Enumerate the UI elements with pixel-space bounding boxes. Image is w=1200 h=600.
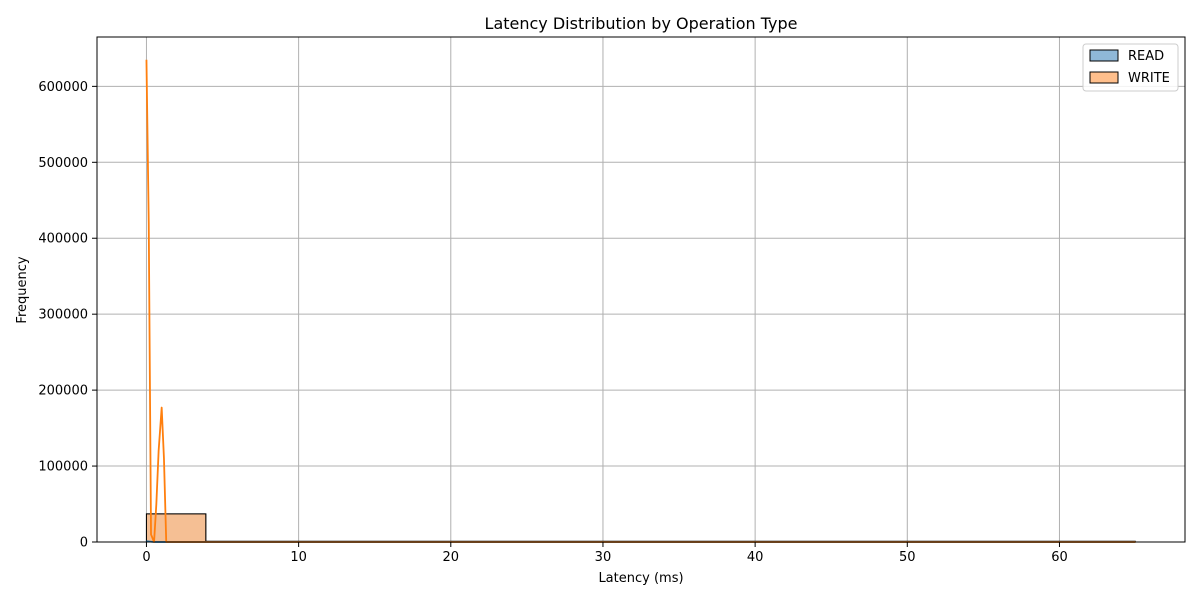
legend-swatch-read: [1089, 49, 1119, 62]
x-tick-label: 10: [290, 550, 307, 565]
y-tick-label: 600000: [38, 80, 88, 95]
y-tick-label: 200000: [38, 384, 88, 399]
y-axis-ticks: 0 100000 200000 300000 400000 500000 600000: [38, 80, 97, 551]
x-tick-label: 40: [747, 550, 764, 565]
y-tick-label: 100000: [38, 460, 88, 475]
x-tick-label: 50: [899, 550, 916, 565]
chart-title: Latency Distribution by Operation Type: [485, 14, 798, 33]
x-tick-label: 0: [142, 550, 150, 565]
legend-label-write: WRITE: [1128, 71, 1170, 86]
legend-label-read: READ: [1128, 49, 1164, 64]
histogram-bars: [145, 513, 1136, 543]
kde-lines: [145, 59, 1136, 543]
y-tick-label: 300000: [38, 308, 88, 323]
kde-line-write: [145, 59, 1136, 543]
x-axis-ticks: 0 10 20 30 40 50 60: [142, 542, 1068, 565]
x-axis-label: Latency (ms): [598, 571, 683, 586]
legend: READ WRITE: [1082, 43, 1179, 92]
y-tick-label: 400000: [38, 232, 88, 247]
plot-frame: [96, 36, 1186, 543]
x-tick-label: 20: [443, 550, 460, 565]
grid-lines: [97, 37, 1185, 543]
legend-swatch-write: [1089, 71, 1119, 84]
y-tick-label: 500000: [38, 156, 88, 171]
y-axis-label: Frequency: [15, 256, 30, 323]
x-tick-label: 30: [595, 550, 612, 565]
y-tick-label: 0: [80, 536, 88, 551]
x-tick-label: 60: [1051, 550, 1068, 565]
